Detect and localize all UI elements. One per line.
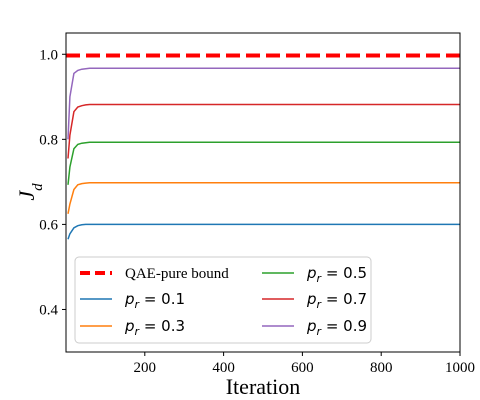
legend-label: pr = 0.3 <box>124 317 185 338</box>
legend: QAE-pure bound pr = 0.1 pr = 0.3 pr = 0.5 pr… <box>74 256 372 344</box>
x-tick-label: 800 <box>370 360 393 376</box>
y-tick-label: 0.6 <box>39 217 58 233</box>
legend-box <box>74 256 372 344</box>
y-tick-label: 1.0 <box>39 47 58 63</box>
series-line-1 <box>67 223 460 240</box>
legend-label: pr = 0.5 <box>306 264 367 285</box>
x-tick-label: 600 <box>291 360 314 376</box>
series-line-2 <box>67 181 460 214</box>
svg-text:Jd: Jd <box>14 183 46 201</box>
legend-label: pr = 0.7 <box>306 290 367 311</box>
y-tick-label: 0.4 <box>39 302 58 318</box>
series-line-3 <box>67 141 460 185</box>
legend-label: pr = 0.1 <box>124 290 185 311</box>
legend-label: QAE-pure bound <box>125 266 229 282</box>
x-axis-title: Iteration <box>226 374 301 399</box>
x-tick-label: 1000 <box>445 360 475 376</box>
x-tick-label: 200 <box>134 360 157 376</box>
y-tick-label: 0.8 <box>39 132 58 148</box>
x-tick-label: 400 <box>212 360 235 376</box>
series-line-4 <box>67 103 460 159</box>
legend-label: pr = 0.9 <box>306 317 367 338</box>
plot-frame <box>65 32 461 353</box>
y-axis-title: Jd <box>14 183 46 201</box>
series-line-5 <box>67 67 460 140</box>
